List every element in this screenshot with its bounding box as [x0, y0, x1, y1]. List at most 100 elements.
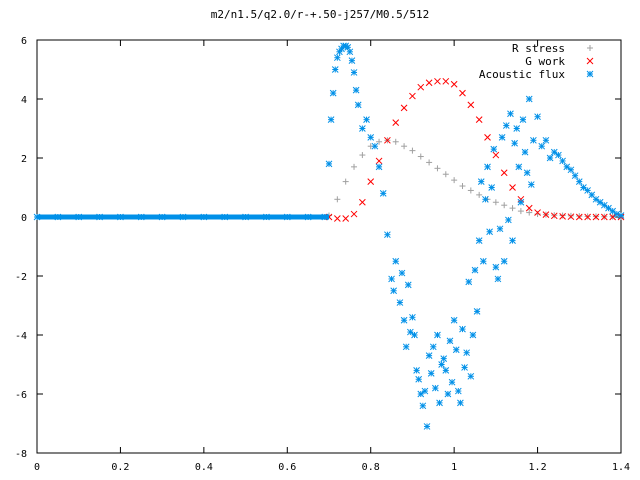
data-point	[484, 133, 491, 141]
data-point	[567, 212, 574, 219]
data-point	[75, 213, 83, 221]
data-point	[482, 195, 489, 203]
data-point	[350, 69, 358, 76]
data-point	[359, 198, 366, 206]
data-point	[609, 207, 617, 215]
x-tick-label: 0.6	[278, 462, 296, 473]
data-point	[334, 196, 341, 203]
data-point	[461, 364, 468, 371]
data-point	[415, 375, 423, 383]
data-point	[592, 213, 600, 221]
data-point	[527, 181, 535, 188]
data-point	[463, 349, 471, 357]
data-point	[411, 331, 418, 339]
data-point	[436, 399, 443, 407]
data-point	[538, 142, 546, 150]
data-point	[426, 159, 433, 166]
data-point	[221, 213, 229, 221]
data-point	[376, 138, 383, 145]
data-point	[476, 191, 483, 198]
data-point	[440, 355, 448, 362]
data-point	[400, 104, 408, 112]
x-tick-label: 0.4	[195, 462, 213, 473]
data-point	[434, 331, 441, 339]
y-tick-label: 2	[21, 154, 27, 165]
data-point	[576, 213, 583, 220]
series-g-work	[325, 77, 625, 222]
data-point	[600, 213, 608, 221]
data-point	[469, 331, 477, 339]
legend-marker	[587, 45, 593, 51]
data-point	[525, 95, 533, 103]
data-point	[496, 225, 504, 233]
data-point	[488, 184, 496, 191]
data-point	[500, 169, 508, 177]
data-point	[413, 367, 420, 374]
data-point	[596, 198, 604, 206]
data-point	[409, 92, 416, 100]
data-point	[96, 213, 103, 221]
data-point	[605, 204, 612, 212]
data-point	[486, 228, 493, 236]
data-point	[550, 148, 558, 156]
data-point	[467, 101, 475, 109]
data-point	[158, 213, 166, 221]
data-point	[465, 278, 473, 286]
legend-marker	[586, 57, 594, 65]
data-point	[492, 263, 500, 271]
data-point	[509, 184, 516, 191]
data-point	[563, 163, 571, 171]
data-point	[517, 198, 525, 206]
data-point	[363, 116, 370, 124]
data-point	[454, 387, 462, 395]
data-point	[327, 116, 335, 124]
data-point	[457, 399, 464, 407]
data-point	[392, 138, 399, 145]
data-point	[542, 211, 550, 218]
data-point	[200, 213, 208, 221]
x-tick-label: 0	[34, 462, 40, 473]
data-point	[511, 139, 518, 147]
series-acoustic-flux	[33, 42, 625, 430]
x-tick-label: 0.2	[111, 462, 129, 473]
data-point	[423, 423, 431, 430]
legend-label: G work	[525, 55, 565, 68]
series-r-stress	[326, 137, 624, 220]
data-point	[534, 113, 541, 121]
data-point	[571, 172, 579, 180]
x-tick-label: 1.2	[529, 462, 547, 473]
data-point	[346, 48, 354, 56]
data-point	[592, 195, 600, 203]
y-tick-label: -2	[15, 272, 27, 283]
data-point	[325, 160, 333, 168]
data-point	[517, 208, 524, 215]
data-point	[509, 237, 516, 244]
data-point	[350, 210, 358, 218]
data-point	[450, 80, 458, 88]
data-point	[283, 213, 291, 221]
data-point	[575, 213, 583, 221]
data-point	[33, 213, 41, 221]
data-point	[425, 79, 433, 87]
data-point	[530, 136, 537, 144]
data-point	[417, 153, 424, 160]
data-point	[509, 205, 516, 212]
legend-label: R stress	[512, 42, 565, 55]
data-point	[304, 213, 312, 221]
data-point	[600, 201, 608, 209]
data-point	[367, 133, 375, 141]
data-point	[575, 178, 583, 185]
data-point	[333, 54, 341, 62]
plot-frame	[36, 39, 622, 454]
data-point	[379, 190, 387, 197]
data-point	[479, 257, 487, 265]
data-point	[404, 281, 412, 289]
data-point	[442, 367, 450, 374]
data-point	[342, 215, 350, 222]
y-tick-label: -4	[15, 331, 27, 342]
data-point	[417, 83, 425, 91]
data-point	[451, 177, 458, 184]
data-point	[417, 390, 425, 398]
